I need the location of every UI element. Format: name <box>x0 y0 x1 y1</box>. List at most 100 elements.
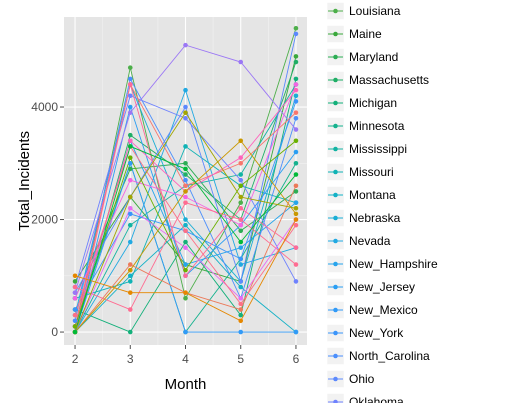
data-point <box>183 262 188 267</box>
legend-key <box>326 393 345 403</box>
legend-label: New_Jersey <box>349 280 415 294</box>
legend-label: Maryland <box>349 50 398 64</box>
legend-label: New_York <box>349 326 404 340</box>
data-point <box>293 99 299 104</box>
data-point <box>127 138 133 144</box>
data-point <box>72 284 78 290</box>
data-point <box>293 217 299 222</box>
legend-label: Maine <box>349 27 382 41</box>
data-point <box>238 59 244 65</box>
legend-label: Missouri <box>349 165 394 179</box>
legend-label: New_Mexico <box>349 303 418 317</box>
y-tick-label: 2000 <box>31 213 58 227</box>
data-point <box>183 87 188 93</box>
data-point <box>72 329 78 335</box>
data-point <box>238 307 244 312</box>
data-point <box>238 138 244 144</box>
legend-key-point <box>333 123 338 129</box>
legend-key-point <box>333 261 338 267</box>
data-point <box>293 211 299 217</box>
data-point <box>127 267 133 273</box>
data-point <box>183 239 188 245</box>
data-point <box>238 262 244 267</box>
data-point <box>72 307 78 312</box>
data-point <box>127 307 133 312</box>
data-point <box>183 222 188 228</box>
legend-key-point <box>333 353 338 359</box>
legend-label: Nevada <box>349 234 391 248</box>
data-point <box>127 239 133 245</box>
data-point <box>238 318 244 324</box>
legend-item: Michigan <box>326 94 397 112</box>
data-point <box>127 194 133 200</box>
legend-item: New_Hampshire <box>326 255 438 273</box>
legend-key-point <box>333 169 338 175</box>
data-point <box>238 200 244 205</box>
data-point <box>293 205 299 211</box>
legend-label: Michigan <box>349 96 397 110</box>
legend-label: Oklahoma <box>349 395 404 403</box>
data-point <box>238 279 244 284</box>
x-tick-label: 4 <box>182 352 189 366</box>
legend-label: Minnesota <box>349 119 405 133</box>
data-point <box>238 222 244 228</box>
legend-label: North_Carolina <box>349 349 430 363</box>
data-point <box>238 228 244 234</box>
legend-item: Minnesota <box>326 117 405 135</box>
legend-item: Maryland <box>326 48 398 66</box>
data-point <box>238 329 244 335</box>
legend-item: Nebraska <box>326 209 401 227</box>
data-point <box>293 200 299 205</box>
legend-item: Massachusetts <box>326 71 429 89</box>
data-point <box>183 267 188 273</box>
legend-item: Missouri <box>326 163 394 181</box>
data-point <box>293 87 299 93</box>
data-point <box>72 296 78 301</box>
data-point <box>72 312 78 318</box>
data-point <box>238 296 244 301</box>
y-tick-label: 4000 <box>31 100 58 114</box>
data-point <box>183 329 188 335</box>
legend-item: Ohio <box>326 370 375 388</box>
legend-key-point <box>333 238 338 244</box>
data-point <box>127 205 133 211</box>
legend-key-point <box>333 31 338 37</box>
legend-item: Mississippi <box>326 140 407 158</box>
data-point <box>127 262 133 267</box>
data-point <box>183 115 188 121</box>
legend-item: North_Carolina <box>326 347 430 365</box>
data-point <box>127 155 133 160</box>
data-point <box>293 59 299 65</box>
legend-item: Nevada <box>326 232 391 250</box>
data-point <box>238 183 244 189</box>
data-point <box>183 290 188 295</box>
legend-label: Ohio <box>349 372 375 386</box>
x-tick-label: 5 <box>237 352 244 366</box>
data-point <box>72 273 78 279</box>
legend-label: Montana <box>349 188 396 202</box>
legend-key-point <box>333 77 338 83</box>
data-point <box>293 31 299 37</box>
legend-item: New_Mexico <box>326 301 418 319</box>
x-tick-label: 6 <box>293 352 300 366</box>
legend-label: Mississippi <box>349 142 407 156</box>
data-point <box>183 160 188 166</box>
series-points <box>72 25 299 335</box>
data-point <box>293 149 299 155</box>
data-point <box>293 93 299 99</box>
data-point <box>238 205 244 211</box>
data-point <box>293 54 299 59</box>
data-point <box>293 262 299 267</box>
legend-item: New_York <box>326 324 404 342</box>
data-point <box>293 183 299 189</box>
data-point <box>183 273 188 279</box>
data-point <box>127 166 133 172</box>
data-point <box>127 211 133 217</box>
data-point <box>127 329 133 335</box>
data-point <box>127 132 133 138</box>
data-point <box>183 296 188 301</box>
x-axis-title: Month <box>165 376 207 393</box>
data-point <box>293 279 299 284</box>
data-point <box>238 245 244 250</box>
data-point <box>293 189 299 194</box>
